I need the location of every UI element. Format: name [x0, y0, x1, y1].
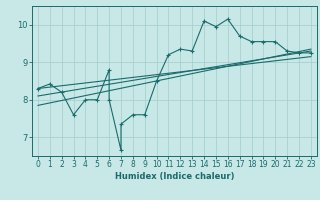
- X-axis label: Humidex (Indice chaleur): Humidex (Indice chaleur): [115, 172, 234, 181]
